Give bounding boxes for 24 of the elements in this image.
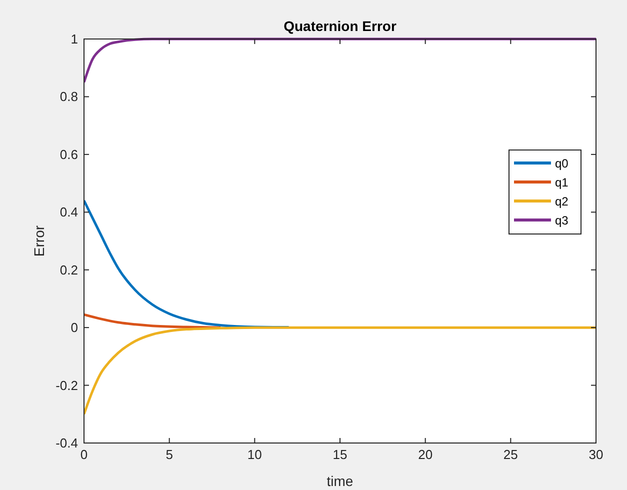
line-series bbox=[84, 326, 596, 416]
legend-label: q1 bbox=[555, 176, 569, 190]
legend-label: q0 bbox=[555, 156, 569, 170]
y-tick-label: -0.4 bbox=[56, 436, 78, 450]
y-tick-label: 0.2 bbox=[60, 262, 78, 278]
x-tick-label: 20 bbox=[418, 447, 433, 462]
y-tick-label: 0.6 bbox=[60, 146, 78, 162]
line-series bbox=[84, 38, 596, 84]
x-tick-label: 5 bbox=[166, 447, 173, 462]
chart-title: Quaternion Error bbox=[284, 18, 397, 34]
x-tick-label: 30 bbox=[588, 447, 604, 462]
y-tick-label: 0.8 bbox=[60, 89, 78, 104]
legend-label: q3 bbox=[555, 214, 569, 228]
y-axis-title: Error bbox=[31, 225, 47, 257]
y-tick-label: 0.4 bbox=[60, 204, 78, 220]
legend-label: q2 bbox=[555, 194, 569, 208]
y-tick-label: -0.2 bbox=[56, 378, 78, 393]
x-tick-label: 0 bbox=[80, 447, 88, 462]
y-tick-label: 0 bbox=[70, 320, 78, 336]
x-axis-title: time bbox=[326, 473, 354, 489]
x-tick-label: 25 bbox=[503, 447, 518, 462]
x-tick-label: 15 bbox=[332, 447, 348, 462]
y-tick-label: 1 bbox=[70, 32, 78, 46]
x-tick-label: 10 bbox=[247, 447, 262, 462]
